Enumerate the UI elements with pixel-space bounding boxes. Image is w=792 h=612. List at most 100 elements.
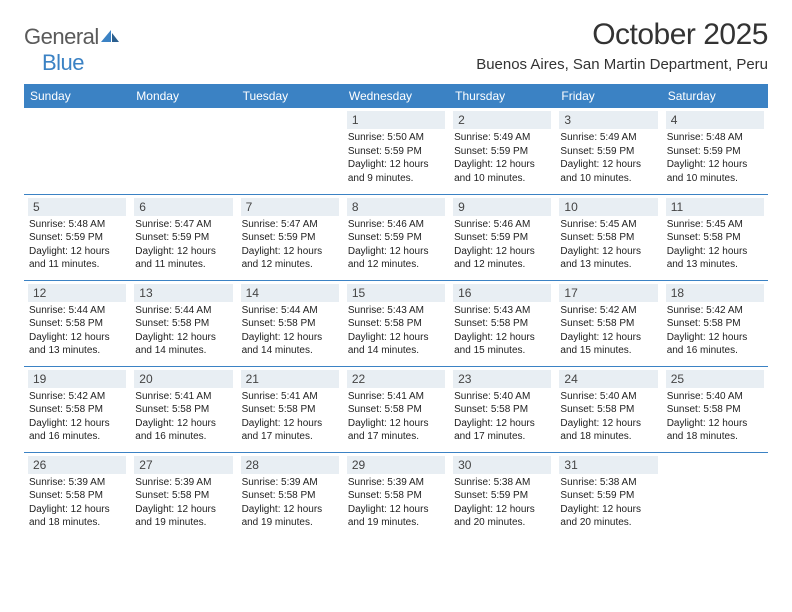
calendar-cell: 23Sunrise: 5:40 AMSunset: 5:58 PMDayligh… [449,366,555,452]
sail-icon [99,28,121,49]
sunset-line: Sunset: 5:59 PM [560,489,656,503]
sunset-line: Sunset: 5:58 PM [667,317,763,331]
sunrise-line: Sunrise: 5:38 AM [560,476,656,490]
calendar-cell: 3Sunrise: 5:49 AMSunset: 5:59 PMDaylight… [555,108,661,194]
calendar-cell: 4 Sunrise: 5:48 AMSunset: 5:59 PMDaylight… [662,108,768,194]
calendar-cell: 10Sunrise: 5:45 AMSunset: 5:58 PMDayligh… [555,194,661,280]
day-info: Sunrise: 5:45 AMSunset: 5:58 PMDaylight:… [559,218,657,272]
calendar-cell-empty [130,108,236,194]
day-number: 22 [347,370,445,388]
calendar-cell: 28Sunrise: 5:39 AMSunset: 5:58 PMDayligh… [237,452,343,538]
sunrise-line: Sunrise: 5:39 AM [348,476,444,490]
sunrise-line: Sunrise: 5:40 AM [454,390,550,404]
sunset-line: Sunset: 5:59 PM [242,231,338,245]
sunrise-line: Sunrise: 5:39 AM [135,476,231,490]
sunset-line: Sunset: 5:58 PM [135,403,231,417]
day-info: Sunrise: 5:39 AMSunset: 5:58 PMDaylight:… [28,476,126,530]
daylight-line: Daylight: 12 hours and 9 minutes. [348,158,444,185]
day-header: Tuesday [237,84,343,108]
daylight-line: Daylight: 12 hours and 10 minutes. [560,158,656,185]
calendar-cell: 22Sunrise: 5:41 AMSunset: 5:58 PMDayligh… [343,366,449,452]
day-info: Sunrise: 5:41 AMSunset: 5:58 PMDaylight:… [241,390,339,444]
daylight-line: Daylight: 12 hours and 12 minutes. [454,245,550,272]
day-header: Friday [555,84,661,108]
daylight-line: Daylight: 12 hours and 16 minutes. [29,417,125,444]
sunrise-line: Sunrise: 5:39 AM [242,476,338,490]
sunset-line: Sunset: 5:59 PM [348,231,444,245]
day-info: Sunrise: 5:39 AMSunset: 5:58 PMDaylight:… [241,476,339,530]
calendar-cell: 11Sunrise: 5:45 AMSunset: 5:58 PMDayligh… [662,194,768,280]
day-info: Sunrise: 5:50 AMSunset: 5:59 PMDaylight:… [347,131,445,185]
day-number: 16 [453,284,551,302]
day-number: 4 [666,111,764,129]
day-number: 24 [559,370,657,388]
sunrise-line: Sunrise: 5:41 AM [348,390,444,404]
daylight-line: Daylight: 12 hours and 13 minutes. [560,245,656,272]
sunset-line: Sunset: 5:58 PM [454,317,550,331]
day-info: Sunrise: 5:47 AMSunset: 5:59 PMDaylight:… [241,218,339,272]
day-info: Sunrise: 5:41 AMSunset: 5:58 PMDaylight:… [134,390,232,444]
day-header: Thursday [449,84,555,108]
sunset-line: Sunset: 5:58 PM [135,489,231,503]
day-header: Monday [130,84,236,108]
calendar-cell: 15Sunrise: 5:43 AMSunset: 5:58 PMDayligh… [343,280,449,366]
sunset-line: Sunset: 5:59 PM [454,145,550,159]
daylight-line: Daylight: 12 hours and 13 minutes. [667,245,763,272]
calendar-cell: 29Sunrise: 5:39 AMSunset: 5:58 PMDayligh… [343,452,449,538]
calendar-cell: 18Sunrise: 5:42 AMSunset: 5:58 PMDayligh… [662,280,768,366]
sunset-line: Sunset: 5:58 PM [560,317,656,331]
header: General Blue October 2025 Buenos Aires, … [24,18,768,76]
daylight-line: Daylight: 12 hours and 19 minutes. [348,503,444,530]
sunrise-line: Sunrise: 5:42 AM [560,304,656,318]
logo-part1: General [24,24,99,49]
sunset-line: Sunset: 5:58 PM [242,317,338,331]
sunset-line: Sunset: 5:59 PM [29,231,125,245]
sunrise-line: Sunrise: 5:44 AM [29,304,125,318]
day-number: 19 [28,370,126,388]
calendar-cell: 30Sunrise: 5:38 AMSunset: 5:59 PMDayligh… [449,452,555,538]
day-header-row: SundayMondayTuesdayWednesdayThursdayFrid… [24,84,768,108]
calendar-cell: 5Sunrise: 5:48 AMSunset: 5:59 PMDaylight… [24,194,130,280]
daylight-line: Daylight: 12 hours and 15 minutes. [560,331,656,358]
daylight-line: Daylight: 12 hours and 20 minutes. [560,503,656,530]
calendar-row: 26Sunrise: 5:39 AMSunset: 5:58 PMDayligh… [24,452,768,538]
calendar-cell: 26Sunrise: 5:39 AMSunset: 5:58 PMDayligh… [24,452,130,538]
sunset-line: Sunset: 5:58 PM [560,231,656,245]
daylight-line: Daylight: 12 hours and 19 minutes. [242,503,338,530]
calendar-cell: 19 Sunrise: 5:42 AMSunset: 5:58 PMDayligh… [24,366,130,452]
daylight-line: Daylight: 12 hours and 17 minutes. [348,417,444,444]
day-info: Sunrise: 5:45 AMSunset: 5:58 PMDaylight:… [666,218,764,272]
sunrise-line: Sunrise: 5:40 AM [667,390,763,404]
daylight-line: Daylight: 12 hours and 12 minutes. [348,245,444,272]
day-info: Sunrise: 5:44 AMSunset: 5:58 PMDaylight:… [28,304,126,358]
sunrise-line: Sunrise: 5:43 AM [348,304,444,318]
daylight-line: Daylight: 12 hours and 17 minutes. [242,417,338,444]
calendar-row: 1Sunrise: 5:50 AMSunset: 5:59 PMDaylight… [24,108,768,194]
calendar-cell: 1Sunrise: 5:50 AMSunset: 5:59 PMDaylight… [343,108,449,194]
sunrise-line: Sunrise: 5:49 AM [454,131,550,145]
calendar-cell: 17Sunrise: 5:42 AMSunset: 5:58 PMDayligh… [555,280,661,366]
day-info: Sunrise: 5:40 AMSunset: 5:58 PMDaylight:… [666,390,764,444]
sunset-line: Sunset: 5:58 PM [29,403,125,417]
day-info: Sunrise: 5:48 AMSunset: 5:59 PMDaylight:… [666,131,764,185]
logo: General Blue [24,18,121,76]
calendar-cell: 9Sunrise: 5:46 AMSunset: 5:59 PMDaylight… [449,194,555,280]
day-info: Sunrise: 5:42 AMSunset: 5:58 PMDaylight:… [28,390,126,444]
sunrise-line: Sunrise: 5:38 AM [454,476,550,490]
daylight-line: Daylight: 12 hours and 12 minutes. [242,245,338,272]
sunrise-line: Sunrise: 5:41 AM [135,390,231,404]
sunset-line: Sunset: 5:58 PM [29,317,125,331]
daylight-line: Daylight: 12 hours and 16 minutes. [135,417,231,444]
calendar-cell: 13Sunrise: 5:44 AMSunset: 5:58 PMDayligh… [130,280,236,366]
sunrise-line: Sunrise: 5:45 AM [667,218,763,232]
calendar-cell: 24Sunrise: 5:40 AMSunset: 5:58 PMDayligh… [555,366,661,452]
day-number: 8 [347,198,445,216]
day-info: Sunrise: 5:49 AMSunset: 5:59 PMDaylight:… [559,131,657,185]
sunrise-line: Sunrise: 5:50 AM [348,131,444,145]
day-number: 29 [347,456,445,474]
day-number: 7 [241,198,339,216]
daylight-line: Daylight: 12 hours and 11 minutes. [135,245,231,272]
calendar-cell: 14Sunrise: 5:44 AMSunset: 5:58 PMDayligh… [237,280,343,366]
calendar-cell-empty [24,108,130,194]
sunset-line: Sunset: 5:58 PM [242,489,338,503]
